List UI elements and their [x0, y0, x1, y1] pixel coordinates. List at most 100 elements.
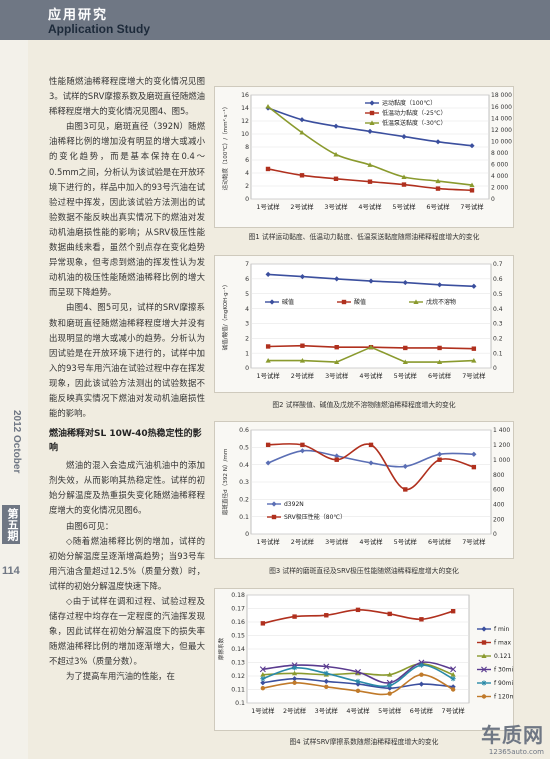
x-tick-label: 3号试样 — [325, 371, 349, 380]
y2-tick-label: 600 — [493, 487, 505, 494]
data-point — [403, 487, 408, 492]
legend-marker — [369, 120, 375, 125]
x-tick-label: 1号试样 — [257, 371, 281, 380]
y-tick-label: 0.2 — [239, 497, 249, 504]
x-tick-label: 3号试样 — [324, 202, 348, 211]
data-point — [368, 344, 374, 350]
y-tick-label: 0.1 — [235, 700, 245, 707]
y2-tick-label: 12 000 — [491, 127, 512, 134]
data-point — [299, 173, 305, 178]
y2-tick-label: 0 — [493, 365, 497, 372]
figure-2-svg: 0 1 2 3 4 5 6 7 0 0.1 0.2 0.3 0.4 0.5 0.6 0.7 1号试样 2号试样 3号… — [221, 261, 503, 380]
data-point — [265, 166, 271, 172]
body-paragraph: 性能随燃油稀释程度增大的变化情况见图3。试样的SRV摩擦系数及磨斑直径随燃油稀释… — [49, 76, 205, 117]
data-point — [387, 691, 392, 696]
data-point — [333, 123, 339, 129]
series-group — [265, 105, 475, 149]
y-tick-label: 12 — [241, 118, 249, 125]
data-point — [265, 357, 271, 363]
data-point — [469, 182, 475, 188]
data-point — [292, 680, 297, 685]
y-tick-label: 2 — [245, 335, 249, 342]
y2-tick-label: 0.6 — [493, 276, 503, 283]
body-paragraph: ◇随着燃油稀释比例的增加，试样的初始分解温度呈逐渐增高趋势；当93号车用汽油含量… — [49, 535, 205, 591]
legend-marker — [271, 501, 277, 507]
section-title-en: Application Study — [48, 22, 150, 36]
x-tick-label: 7号试样 — [442, 706, 466, 715]
data-point — [323, 663, 330, 670]
y2-tick-label: 800 — [493, 472, 505, 479]
legend-item: 运动黏度（100℃） — [365, 99, 436, 107]
x-tick-label: 6号试样 — [410, 706, 434, 715]
data-point — [419, 672, 424, 677]
x-tick-label: 6号试样 — [428, 537, 452, 546]
data-point — [450, 666, 457, 673]
data-point — [469, 188, 475, 193]
data-point — [299, 117, 305, 123]
x-tick-label: 3号试样 — [325, 537, 349, 546]
data-point — [292, 614, 297, 619]
data-point — [355, 668, 361, 675]
x-tick-label: 4号试样 — [358, 202, 382, 211]
data-point — [471, 357, 477, 363]
data-point — [260, 621, 266, 626]
data-point — [259, 666, 266, 673]
body-paragraph: 由图3可见，磨斑直径（392N）随燃油稀释比例的增加没有明显的增大或减小的变化趋… — [49, 121, 205, 298]
data-point — [368, 278, 374, 284]
x-tick-label: 2号试样 — [291, 537, 315, 546]
body-paragraph: ◇由于试样在调和过程、试验过程及储存过程中均存在一定程度的汽油挥发现象，因此试样… — [49, 596, 205, 667]
legend-item: f 90min — [477, 680, 513, 687]
issue-number: 第五期 — [2, 505, 20, 544]
y-tick-label: 0.18 — [231, 592, 245, 599]
data-point — [450, 676, 456, 682]
data-point — [333, 151, 339, 157]
data-point — [367, 128, 373, 134]
x-tick-label: 5号试样 — [394, 537, 418, 546]
y-tick-label: 0.3 — [239, 479, 249, 486]
data-point — [436, 451, 443, 457]
watermark-url: 12365auto.com — [488, 748, 544, 756]
legend-label: d392N — [284, 501, 304, 508]
y-tick-label: 0.11 — [231, 687, 245, 694]
data-point — [355, 607, 361, 613]
body-paragraph: 为了提高车用汽油的性能，在 — [66, 671, 175, 682]
y2-tick-label: 8 000 — [491, 150, 508, 157]
legend-item: 碱值 — [265, 298, 294, 306]
series-group — [259, 659, 457, 686]
x-tick-label: 3号试样 — [315, 706, 339, 715]
data-point — [419, 617, 424, 622]
legend-item: 低温动力黏度（-25℃） — [365, 109, 447, 117]
figure-3-chart: 0 0.1 0.2 0.3 0.4 0.5 0.6 0 200 400 600 800 1 000 1 2… — [214, 421, 514, 559]
legend-label: f 90min — [494, 680, 513, 687]
data-point — [368, 460, 374, 466]
figure-1-caption: 图1 试样运动黏度、低温动力黏度、低温泵送黏度随燃油稀释程度增大的变化 — [248, 233, 480, 241]
data-point — [323, 670, 329, 676]
y2-tick-label: 10 000 — [491, 138, 512, 145]
y-tick-label: 0.12 — [231, 673, 245, 680]
figure-3-svg: 0 0.1 0.2 0.3 0.4 0.5 0.6 0 200 400 600 800 1 000 1 2… — [221, 427, 510, 546]
y-axis-label: 碱值/酸值/（mgKOH·g⁻¹） — [221, 282, 229, 351]
legend-item: f min — [477, 626, 510, 633]
data-point — [355, 678, 361, 684]
y2-tick-label: 0 — [493, 531, 497, 538]
y2-tick-label: 1 400 — [493, 427, 510, 434]
y-axis-label: 磨斑直径d（392 N）/mm — [221, 449, 229, 516]
legend-item: f max — [477, 640, 512, 647]
y-tick-label: 16 — [241, 92, 249, 99]
data-point — [435, 178, 441, 184]
y2-tick-label: 1 000 — [493, 457, 510, 464]
y-tick-label: 0 — [245, 365, 249, 372]
data-point — [387, 611, 392, 617]
y-tick-label: 0 — [245, 531, 249, 538]
y-tick-label: 4 — [245, 170, 249, 177]
x-tick-label: 7号试样 — [460, 202, 484, 211]
data-point — [260, 685, 266, 691]
y-tick-label: 14 — [241, 105, 249, 112]
data-point — [324, 684, 329, 689]
section-title-cn: 应用研究 — [48, 8, 109, 23]
legend-marker — [481, 694, 487, 699]
x-tick-label: 2号试样 — [290, 202, 314, 211]
y-tick-label: 1 — [245, 350, 249, 357]
body-paragraph: 燃油的混入会造成汽油机油中的添加剂失效，从而影响其热稳定性。试样的初始分解温度及… — [49, 460, 205, 516]
x-tick-label: 1号试样 — [256, 202, 280, 211]
